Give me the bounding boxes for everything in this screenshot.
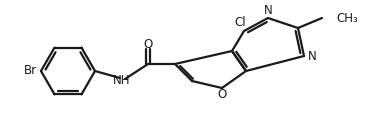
Text: NH: NH: [113, 75, 131, 87]
Text: N: N: [264, 4, 272, 18]
Text: N: N: [308, 50, 316, 63]
Text: Br: Br: [24, 64, 37, 78]
Text: CH₃: CH₃: [336, 12, 358, 24]
Text: Cl: Cl: [234, 16, 246, 29]
Text: O: O: [217, 89, 227, 101]
Text: O: O: [143, 38, 153, 50]
